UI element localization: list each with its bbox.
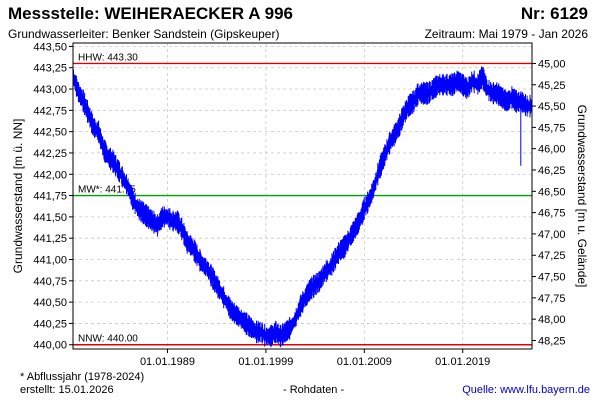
y-tick-label: 441,00: [33, 255, 67, 267]
y-right-tick-label: 46,50: [538, 186, 566, 198]
x-tick-label: 01.01.2009: [337, 356, 392, 368]
y-right-tick-label: 48,00: [538, 314, 566, 326]
y-tick-label: 441,25: [33, 233, 67, 245]
y-tick-label: 442,00: [33, 169, 67, 181]
y-tick-label: 443,00: [33, 84, 67, 96]
y-tick-label: 442,25: [33, 148, 67, 160]
station-number: Nr: 6129: [520, 4, 588, 23]
y-axis-title-left: Grundwasserstand [m ü. NN]: [11, 119, 25, 274]
y-right-tick-label: 46,25: [538, 165, 566, 177]
y-tick-label: 442,50: [33, 127, 67, 139]
x-tick-label: 01.01.1999: [238, 356, 293, 368]
y-right-tick-label: 47,00: [538, 229, 566, 241]
y-tick-label: 440,75: [33, 276, 67, 288]
page-title: Messstelle: WEIHERAECKER A 996: [8, 4, 293, 23]
raw-data-note: - Rohdaten -: [283, 384, 345, 396]
y-right-tick-label: 47,25: [538, 250, 566, 262]
source-link[interactable]: Quelle: www.lfu.bayern.de: [462, 384, 590, 396]
reference-label-nnw: NNW: 440.00: [78, 334, 138, 345]
y-right-axis-ticks: 45,00 45,25 45,50 45,75 46,00 46,25 46,50 46,75…: [532, 58, 566, 347]
y-axis-title-right: Grundwasserstand [m u. Gelände]: [575, 105, 589, 288]
aquifer-label: Grundwasserleiter: Benker Sandstein (Gip…: [8, 27, 280, 41]
y-right-tick-label: 45,50: [538, 101, 566, 113]
x-tick-label: 01.01.2019: [435, 356, 490, 368]
y-right-tick-label: 46,75: [538, 208, 566, 220]
x-tick-label: 01.01.1989: [140, 356, 195, 368]
footnote: * Abflussjahr (1978-2024): [20, 371, 145, 383]
y-right-tick-label: 48,25: [538, 335, 566, 347]
y-right-tick-label: 45,25: [538, 80, 566, 92]
y-right-tick-label: 45,75: [538, 122, 566, 134]
reference-label-hhw: HHW: 443.30: [78, 52, 138, 63]
x-axis-ticks: 01.01.1989 01.01.1999 01.01.2009 01.01.2019: [140, 349, 490, 368]
y-tick-label: 440,50: [33, 297, 67, 309]
y-right-tick-label: 46,00: [538, 144, 566, 156]
reference-lines: HHW: 443.30 MW*: 441.75 NNW: 440.00: [73, 52, 532, 346]
y-tick-label: 440,25: [33, 318, 67, 330]
y-right-tick-label: 45,00: [538, 58, 566, 70]
created-date: erstellt: 15.01.2026: [20, 384, 114, 396]
y-tick-label: 442,75: [33, 105, 67, 117]
y-tick-label: 443,50: [33, 41, 67, 53]
y-right-tick-label: 47,50: [538, 272, 566, 284]
y-tick-label: 440,00: [33, 340, 67, 352]
y-tick-label: 443,25: [33, 63, 67, 75]
period-label: Zeitraum: Mai 1979 - Jan 2026: [424, 27, 588, 41]
y-axis-ticks: 440,00 440,25 440,50 440,75 441,00 441,25 441,…: [33, 41, 73, 352]
y-tick-label: 441,50: [33, 212, 67, 224]
y-right-tick-label: 47,75: [538, 293, 566, 305]
y-tick-label: 441,75: [33, 191, 67, 203]
reference-label-mw: MW*: 441.75: [78, 185, 136, 196]
